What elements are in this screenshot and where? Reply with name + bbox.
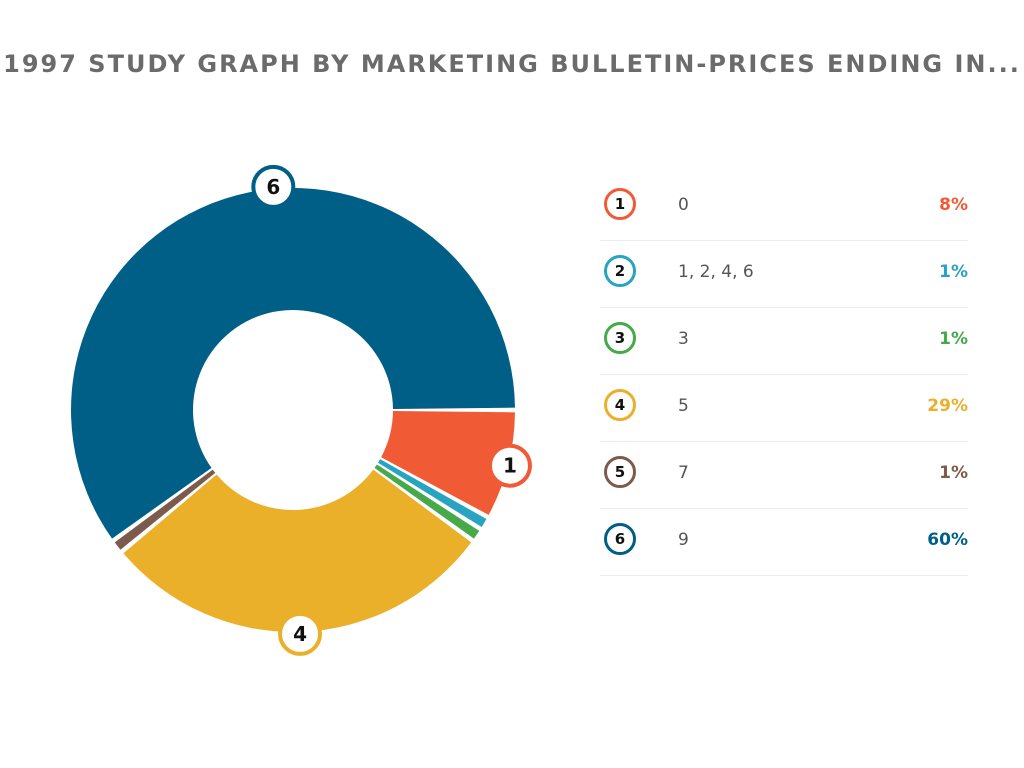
legend-row: 5 7 1% [600,442,968,509]
slice-badge-label-4: 4 [293,622,307,646]
slice-badge-6 [251,164,296,209]
legend-category: 3 [678,329,689,349]
legend-badge: 4 [604,389,636,421]
legend-row: 2 1, 2, 4, 6 1% [600,241,968,308]
legend-badge: 6 [604,523,636,555]
legend-badge: 3 [604,322,636,354]
legend-percentage: 1% [939,463,968,483]
legend-percentage: 1% [939,262,968,282]
slice-badges: 1 4 6 [251,164,532,656]
legend-badge: 2 [604,255,636,287]
donut-chart: 1 4 6 [70,164,532,656]
slice-5 [114,469,216,550]
legend-category: 5 [678,396,689,416]
slice-badge-1 [487,443,532,488]
legend-category: 0 [678,195,689,215]
legend-percentage: 29% [927,396,968,416]
legend-category: 9 [678,530,689,550]
legend-row: 6 9 60% [600,509,968,576]
slice-1 [381,411,515,515]
legend-category: 1, 2, 4, 6 [678,262,754,282]
chart-title: 1997 STUDY GRAPH BY MARKETING BULLETIN-P… [3,50,1021,78]
slice-2 [377,459,487,527]
slice-badge-4 [278,611,323,656]
slice-6 [70,188,515,539]
legend-category: 7 [678,463,689,483]
legend-percentage: 60% [927,530,968,550]
legend-percentage: 8% [939,195,968,215]
slice-4 [123,469,472,632]
legend-percentage: 1% [939,329,968,349]
donut-slices [70,188,515,632]
legend-badge: 5 [604,456,636,488]
legend: 1 0 8% 2 1, 2, 4, 6 1% 3 3 1% 4 5 29% 5 7 1% 6 9 60% [600,174,968,576]
legend-badge: 1 [604,188,636,220]
slice-badge-label-6: 6 [266,175,280,199]
slice-badge-label-1: 1 [503,454,517,478]
legend-row: 4 5 29% [600,375,968,442]
legend-row: 3 3 1% [600,308,968,375]
slice-3 [374,464,480,539]
legend-row: 1 0 8% [600,174,968,241]
